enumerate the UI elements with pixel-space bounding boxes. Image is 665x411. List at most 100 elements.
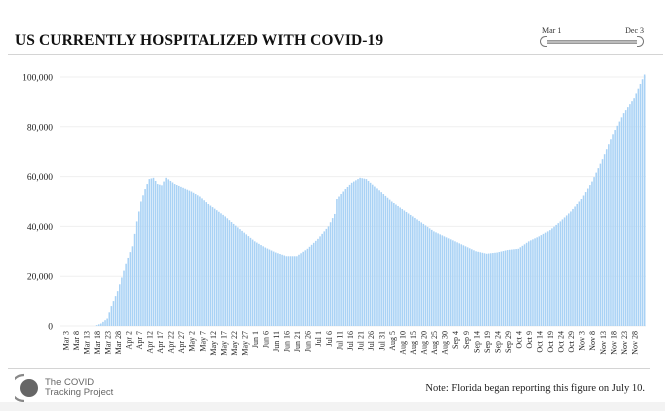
- bar[interactable]: [146, 184, 148, 326]
- range-start-handle[interactable]: [540, 36, 547, 47]
- bar[interactable]: [433, 231, 435, 326]
- bar[interactable]: [471, 249, 473, 326]
- bar[interactable]: [203, 200, 205, 326]
- bar[interactable]: [108, 312, 111, 326]
- bar[interactable]: [403, 210, 406, 326]
- bar[interactable]: [572, 208, 574, 326]
- bar[interactable]: [234, 225, 237, 326]
- bar[interactable]: [171, 182, 174, 326]
- bar[interactable]: [308, 246, 311, 326]
- bar[interactable]: [447, 238, 450, 326]
- bar[interactable]: [224, 216, 226, 326]
- bar[interactable]: [435, 232, 437, 326]
- bar[interactable]: [116, 291, 119, 326]
- bar[interactable]: [521, 245, 524, 326]
- bar[interactable]: [188, 190, 191, 326]
- bar[interactable]: [323, 231, 326, 326]
- bar[interactable]: [260, 245, 262, 326]
- bar[interactable]: [591, 181, 593, 326]
- bar[interactable]: [490, 253, 492, 326]
- bar[interactable]: [253, 241, 256, 326]
- bar[interactable]: [622, 113, 625, 326]
- bar[interactable]: [329, 222, 332, 326]
- bar[interactable]: [511, 249, 513, 326]
- bar[interactable]: [340, 194, 342, 326]
- bar[interactable]: [336, 199, 338, 326]
- bar[interactable]: [460, 244, 463, 326]
- bar[interactable]: [152, 177, 155, 326]
- bar[interactable]: [150, 178, 153, 326]
- bar[interactable]: [129, 252, 132, 326]
- bar[interactable]: [540, 235, 543, 326]
- bar[interactable]: [133, 233, 136, 326]
- bar[interactable]: [527, 241, 530, 326]
- bar[interactable]: [310, 244, 313, 326]
- bar[interactable]: [163, 181, 165, 326]
- bar[interactable]: [338, 196, 340, 326]
- bar[interactable]: [258, 243, 260, 326]
- bar[interactable]: [477, 251, 479, 326]
- bar[interactable]: [114, 296, 117, 326]
- bar[interactable]: [443, 236, 446, 326]
- bar[interactable]: [110, 306, 113, 326]
- bar[interactable]: [165, 177, 167, 326]
- bar[interactable]: [601, 159, 604, 326]
- bar[interactable]: [479, 252, 482, 326]
- bar[interactable]: [180, 186, 182, 326]
- bar[interactable]: [182, 187, 184, 326]
- bar[interactable]: [194, 194, 197, 326]
- bar[interactable]: [213, 208, 216, 326]
- bar[interactable]: [293, 256, 296, 326]
- bar[interactable]: [247, 236, 250, 326]
- bar[interactable]: [473, 250, 475, 326]
- bar[interactable]: [449, 239, 452, 326]
- bar[interactable]: [312, 242, 315, 326]
- bar[interactable]: [218, 211, 220, 326]
- bar[interactable]: [245, 234, 248, 326]
- bar[interactable]: [538, 236, 541, 326]
- bar[interactable]: [334, 213, 336, 326]
- bar[interactable]: [211, 207, 214, 326]
- bar[interactable]: [175, 185, 178, 326]
- bar[interactable]: [275, 252, 277, 326]
- bar[interactable]: [430, 229, 433, 326]
- bar[interactable]: [121, 277, 123, 326]
- bar[interactable]: [492, 253, 494, 326]
- bar[interactable]: [386, 197, 389, 326]
- bar[interactable]: [104, 320, 106, 326]
- bar[interactable]: [325, 228, 328, 326]
- bar[interactable]: [131, 246, 134, 326]
- bar[interactable]: [327, 226, 330, 326]
- bar[interactable]: [633, 98, 635, 326]
- bar[interactable]: [616, 125, 619, 326]
- bar[interactable]: [530, 240, 532, 326]
- bar[interactable]: [374, 186, 376, 326]
- bar[interactable]: [135, 221, 138, 326]
- bar[interactable]: [298, 254, 300, 326]
- bar[interactable]: [209, 205, 212, 326]
- bar[interactable]: [523, 244, 526, 326]
- bar[interactable]: [580, 199, 583, 326]
- bar[interactable]: [106, 318, 108, 326]
- bar[interactable]: [544, 232, 547, 327]
- bar[interactable]: [557, 223, 560, 326]
- bar[interactable]: [272, 251, 275, 326]
- bar[interactable]: [555, 224, 557, 326]
- bar[interactable]: [506, 250, 509, 326]
- bar[interactable]: [559, 221, 562, 326]
- bar[interactable]: [256, 242, 258, 326]
- bar[interactable]: [346, 186, 349, 326]
- bar[interactable]: [348, 184, 351, 326]
- bar[interactable]: [201, 198, 203, 326]
- bar[interactable]: [359, 177, 361, 326]
- bar[interactable]: [357, 179, 359, 326]
- bar[interactable]: [304, 250, 307, 326]
- bar[interactable]: [426, 226, 429, 326]
- bar[interactable]: [190, 191, 193, 326]
- bar[interactable]: [243, 232, 245, 327]
- bar[interactable]: [498, 252, 501, 326]
- bar[interactable]: [342, 191, 345, 326]
- bar[interactable]: [407, 213, 410, 326]
- bar[interactable]: [125, 263, 127, 326]
- bar[interactable]: [232, 223, 235, 326]
